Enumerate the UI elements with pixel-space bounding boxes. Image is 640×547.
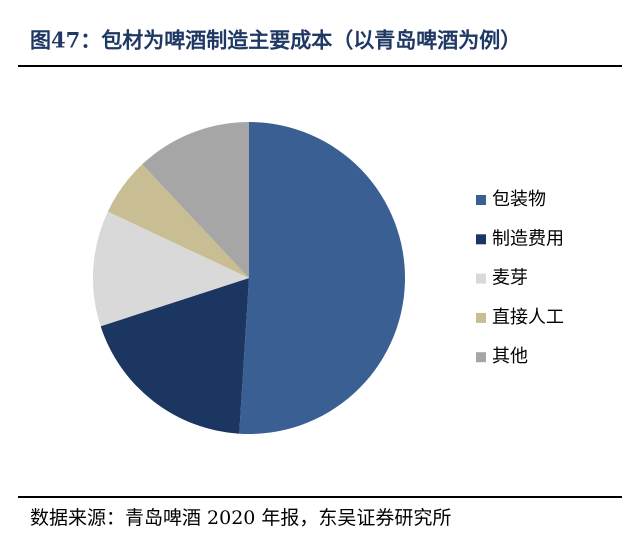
pie-slice [92,211,250,327]
legend-label: 麦芽 [492,268,528,289]
legend-swatch [476,352,486,363]
legend-swatch [476,195,486,205]
pie-slice [142,122,249,278]
legend-swatch [476,273,486,284]
legend-swatch [476,312,486,323]
legend-label: 直接人工 [492,307,564,328]
pie-slice [239,122,406,435]
source: 数据来源：青岛啤酒 2020 年报，东吴证券研究所 [30,507,451,529]
legend-swatch [476,234,486,245]
chart-title: 图47：包材为啤酒制造主要成本（以青岛啤酒为例） [30,28,521,53]
pie-slice [107,164,249,278]
pie-slice [100,278,249,434]
legend-label: 包装物 [492,189,546,210]
legend-label: 其他 [492,346,528,367]
legend-label: 制造费用 [492,228,564,249]
